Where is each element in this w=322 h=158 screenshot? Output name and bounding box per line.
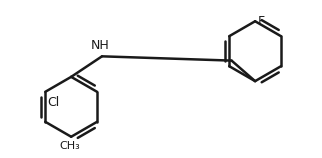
Text: Cl: Cl	[47, 96, 60, 109]
Text: CH₃: CH₃	[59, 141, 80, 151]
Text: NH: NH	[91, 40, 109, 52]
Text: F: F	[258, 15, 265, 28]
